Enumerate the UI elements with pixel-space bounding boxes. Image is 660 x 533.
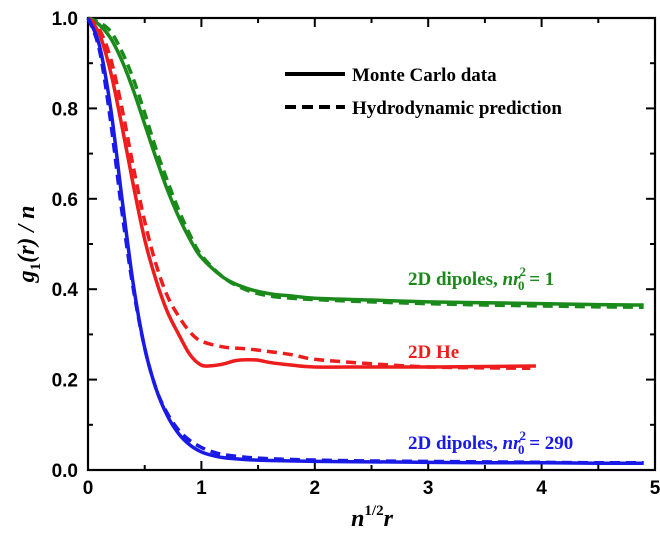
- x-tick-label: 4: [536, 478, 547, 499]
- annotation-dipoles-290: 2D dipoles, nr2 0 = 290: [408, 428, 573, 457]
- series-line-1-dashed: [87, 16, 644, 310]
- y-axis-title-rest: (r) / n: [14, 206, 40, 263]
- x-axis-title-sup: 1/2: [364, 503, 383, 519]
- annot-dipoles-290-sub: 0: [518, 442, 525, 457]
- legend: Monte Carlo data Hydrodynamic prediction: [285, 65, 562, 119]
- y-tick-label: 1.0: [52, 9, 78, 30]
- svg-text:g1(r) / n: g1(r) / n: [14, 206, 44, 284]
- svg-text:n1/2r: n1/2r: [351, 503, 394, 532]
- annot-dipoles-1-prefix: 2D dipoles,: [408, 269, 503, 290]
- annot-dipoles-290-var: nr: [503, 433, 522, 454]
- annot-dipoles-290-sup: 2: [519, 428, 526, 443]
- y-tick-label: 0.4: [52, 280, 79, 301]
- x-tick-label: 1: [196, 478, 207, 499]
- annot-dipoles-1-sub: 0: [518, 278, 525, 293]
- series-line-3-dashed: [86, 16, 531, 371]
- y-axis-title-g: g: [14, 270, 40, 283]
- annot-dipoles-290-prefix: 2D dipoles,: [408, 433, 503, 454]
- axis-ticks: [87, 17, 656, 471]
- y-tick-label: 0.0: [52, 461, 78, 482]
- x-tick-label: 5: [650, 478, 660, 499]
- y-tick-label: 0.6: [52, 190, 78, 211]
- legend-label-hydrodynamic: Hydrodynamic prediction: [352, 98, 562, 119]
- annot-he-label: 2D He: [408, 342, 459, 363]
- annotation-he: 2D He: [408, 342, 459, 363]
- x-tick-label: 0: [83, 478, 94, 499]
- annot-dipoles-1-var: nr: [503, 269, 522, 290]
- x-tick-label: 2: [310, 478, 321, 499]
- x-tick-label: 3: [423, 478, 434, 499]
- series-line-5-dashed: [86, 17, 644, 465]
- y-tick-label: 0.2: [52, 371, 78, 392]
- annot-dipoles-290-suffix: = 290: [524, 433, 573, 454]
- annot-dipoles-1-suffix: = 1: [524, 269, 554, 290]
- legend-label-monte-carlo: Monte Carlo data: [352, 65, 497, 86]
- y-axis-title: g1(r) / n: [14, 206, 44, 284]
- x-axis-title: n1/2r: [351, 503, 394, 532]
- x-axis-title-r: r: [384, 506, 394, 532]
- tick-labels: 0 1 2 3 4 5 0.0 0.2 0.4 0.6 0.8 1.0: [52, 9, 660, 499]
- annot-dipoles-1-sup: 2: [519, 264, 526, 279]
- annotation-dipoles-1: 2D dipoles, nr2 0 = 1: [408, 264, 554, 293]
- series-line-2-solid: [86, 16, 536, 369]
- x-axis-title-n: n: [351, 506, 364, 532]
- series-line-4-solid: [86, 17, 644, 466]
- series-layer: [86, 16, 644, 466]
- series-line-0-solid: [87, 16, 644, 307]
- y-tick-label: 0.8: [52, 99, 78, 120]
- y-axis-title-sub: 1: [28, 263, 44, 271]
